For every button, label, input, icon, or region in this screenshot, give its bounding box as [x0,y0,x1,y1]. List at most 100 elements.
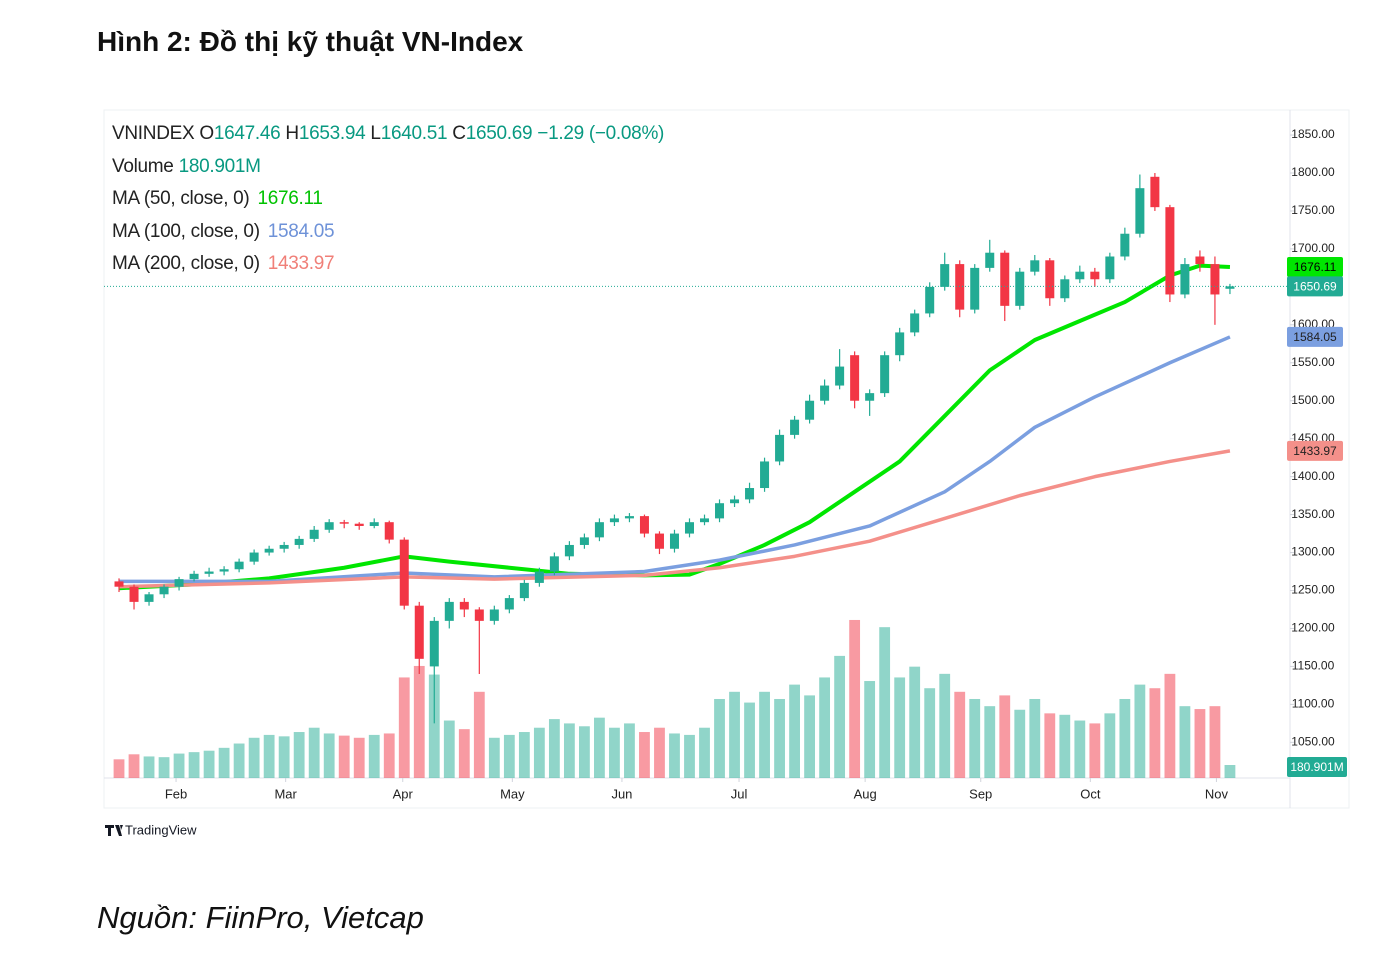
x-tick-label: Aug [854,786,877,801]
volume-bar [1044,713,1056,778]
candle-body [564,544,574,557]
candle-body [639,516,649,534]
candle-body [234,561,244,570]
candle-body [459,601,469,610]
ma-line [119,335,1231,584]
ma-line [118,263,1231,591]
volume-bar [1119,698,1131,778]
volume-bar [413,665,425,778]
candle-body [835,366,845,386]
volume-bar [639,732,650,778]
candle-body [249,552,259,562]
candle-body [504,598,514,610]
candle-body [534,571,544,583]
volume-bar [1074,720,1086,778]
y-tick-label: 1800.00 [1291,165,1335,179]
candle-body [579,537,589,545]
legend-row: MA (100, close, 0) 1584.05 [112,216,664,249]
candle-body [985,252,995,268]
volume-bar [353,737,365,778]
volume-bar [894,677,906,778]
volume-bar [143,756,155,778]
volume-bar [428,674,440,778]
volume-bar [579,726,590,778]
volume-bar [834,655,846,778]
candle-body [369,522,379,526]
y-tick-label: 1250.00 [1291,583,1335,597]
candle-body [189,573,199,580]
candle-body [850,355,860,401]
candle-body [1135,188,1145,234]
volume-bar [1029,698,1041,778]
candle-body [114,581,124,587]
candle-body [895,332,905,356]
volume-bar [1149,688,1161,778]
volume-bar [173,753,185,778]
volume-bar [188,752,200,778]
candle-body [1075,271,1085,280]
candle-body [489,609,499,621]
volume-value-label: 180.901M [1290,760,1343,774]
candle-body [384,522,394,540]
x-tick-label: May [500,786,525,801]
volume-bar [984,706,996,778]
ma-value: 1676.11 [257,188,323,209]
y-tick-label: 1100.00 [1292,697,1335,711]
legend-row: Volume 180.901M [112,151,664,184]
candle-body [1015,271,1025,306]
candle-body [174,579,184,587]
volume-bar [473,691,485,778]
volume-bar [864,681,876,778]
volume-bar [1179,706,1191,778]
volume-bar [744,702,755,778]
candle-body [1090,271,1100,280]
candle-body [955,264,965,310]
candle-body [159,586,169,595]
volume-bar [819,677,831,778]
candle-body [1150,176,1160,208]
volume-bar [488,737,500,778]
candle-body [429,620,439,667]
candle-body [745,488,755,500]
candle-body [444,601,454,621]
brand: TradingView [125,822,197,837]
legend-row: MA (200, close, 0) 1433.97 [112,248,664,281]
candle-body [880,355,890,394]
volume-bar [804,695,815,778]
y-tick-label: 1700.00 [1291,241,1335,255]
candle-body [474,609,484,621]
volume-bar [383,733,395,778]
ohlc-value: 1653.94 [298,123,366,144]
volume-bar [924,688,936,778]
volume-bar [654,727,665,778]
ma-name: MA (100, close, 0) [112,220,260,242]
candle-body [144,594,154,602]
x-tick-label: Apr [393,786,414,801]
candle-body [1195,256,1205,265]
legend-row: MA (50, close, 0) 1676.11 [112,183,664,216]
ohlc-label: L [370,123,381,144]
change: −1.29 (−0.08%) [537,123,665,144]
ma-value: 1433.97 [267,253,335,274]
volume-bar [999,695,1011,778]
volume-bar [849,619,861,778]
volume-bar [233,743,245,778]
candle-body [519,582,529,599]
y-tick-label: 1300.00 [1291,545,1335,559]
volume-bar [909,666,921,778]
candle-body [399,539,409,606]
candle-body [970,267,980,310]
candle-body [1225,286,1235,289]
candle-body [294,538,304,545]
volume-bar [533,727,545,778]
candle-body [1210,264,1220,295]
volume-bar [714,698,725,778]
volume-bar [1089,723,1101,778]
volume-bar [789,684,800,778]
volume-bar [323,733,335,778]
legend-row: VNINDEX O1647.46 H1653.94 L1640.51 C1650… [112,118,664,151]
ohlc-value: 1640.51 [380,123,448,144]
ma-legend: MA (50, close, 0) 1676.11 MA (100, close, … [112,183,664,281]
